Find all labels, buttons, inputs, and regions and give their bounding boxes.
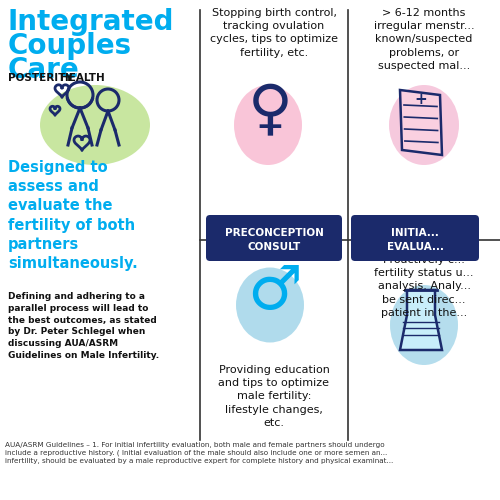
Ellipse shape xyxy=(389,85,459,165)
FancyBboxPatch shape xyxy=(206,215,342,261)
Text: Providing education
and tips to optimize
male fertility:
lifestyle changes,
etc.: Providing education and tips to optimize… xyxy=(218,365,330,428)
Ellipse shape xyxy=(390,285,458,365)
Text: AUA/ASRM Guidelines – 1. For initial infertility evaluation, both male and femal: AUA/ASRM Guidelines – 1. For initial inf… xyxy=(5,442,393,464)
Text: Stopping birth control,
tracking ovulation
cycles, tips to optimize
fertility, e: Stopping birth control, tracking ovulati… xyxy=(210,8,338,58)
Polygon shape xyxy=(400,90,442,155)
Text: +: + xyxy=(414,92,428,108)
Text: ♂: ♂ xyxy=(246,262,302,322)
Text: INITIA...: INITIA... xyxy=(391,228,439,238)
Text: Integrated: Integrated xyxy=(8,8,174,36)
Text: CONSULT: CONSULT xyxy=(248,242,300,252)
Text: PRECONCEPTION: PRECONCEPTION xyxy=(224,228,324,238)
Text: HEALTH: HEALTH xyxy=(60,73,105,83)
Text: > 6-12 months
irregular menstr...
known/suspected
problems, or
suspected mal...: > 6-12 months irregular menstr... known/… xyxy=(374,8,474,71)
Text: Designed to
assess and
evaluate the
fertility of both
partners
simultaneously.: Designed to assess and evaluate the fert… xyxy=(8,160,138,271)
Ellipse shape xyxy=(236,268,304,342)
Text: Care: Care xyxy=(8,56,80,84)
Text: POSTERITY: POSTERITY xyxy=(8,73,73,83)
Ellipse shape xyxy=(234,85,302,165)
Text: Proactively c...
fertility status u...
analysis. Analy...
be sent direc...
patie: Proactively c... fertility status u... a… xyxy=(374,255,474,318)
Text: EVALUA...: EVALUA... xyxy=(386,242,444,252)
Ellipse shape xyxy=(40,85,150,165)
Text: Defining and adhering to a
parallel process will lead to
the best outcomes, as s: Defining and adhering to a parallel proc… xyxy=(8,292,159,360)
Polygon shape xyxy=(400,290,442,350)
Text: ♀: ♀ xyxy=(248,82,292,142)
FancyBboxPatch shape xyxy=(351,215,479,261)
Text: Couples: Couples xyxy=(8,32,132,60)
